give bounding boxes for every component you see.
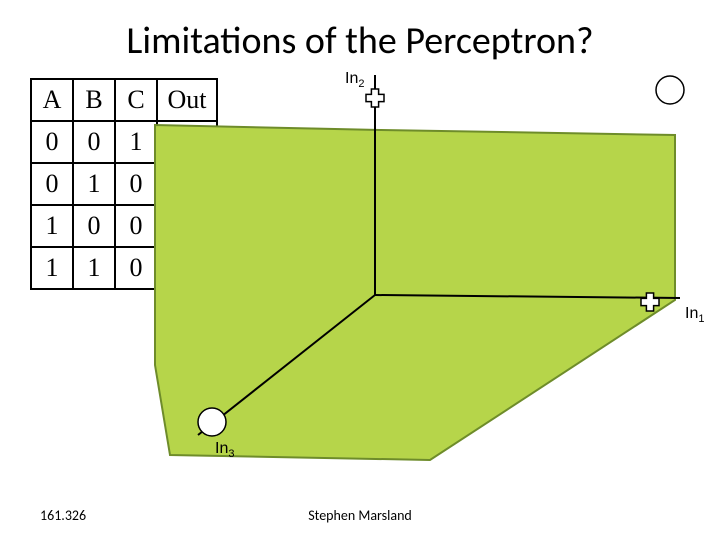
cross-marker: [366, 89, 384, 107]
axis-label-in1: In1: [685, 305, 704, 325]
circle-marker: [198, 408, 226, 436]
page-title: Limitations of the Perceptron?: [0, 18, 720, 64]
author-name: Stephen Marsland: [0, 507, 720, 524]
th-a: A: [31, 79, 73, 121]
cell: 1: [73, 247, 115, 289]
cell: 1: [73, 163, 115, 205]
cell: 0: [31, 163, 73, 205]
slide: Limitations of the Perceptron? A B C Out…: [0, 0, 720, 540]
cell: 0: [31, 121, 73, 163]
perceptron-3d-diagram: [150, 70, 710, 470]
cell: 0: [73, 205, 115, 247]
cell: 1: [31, 247, 73, 289]
th-b: B: [73, 79, 115, 121]
cell: 0: [73, 121, 115, 163]
separating-plane: [155, 125, 675, 460]
axis-label-in2: In2: [345, 70, 364, 90]
cell: 1: [31, 205, 73, 247]
circle-marker: [656, 76, 684, 104]
axis-label-in3: In3: [215, 440, 234, 460]
